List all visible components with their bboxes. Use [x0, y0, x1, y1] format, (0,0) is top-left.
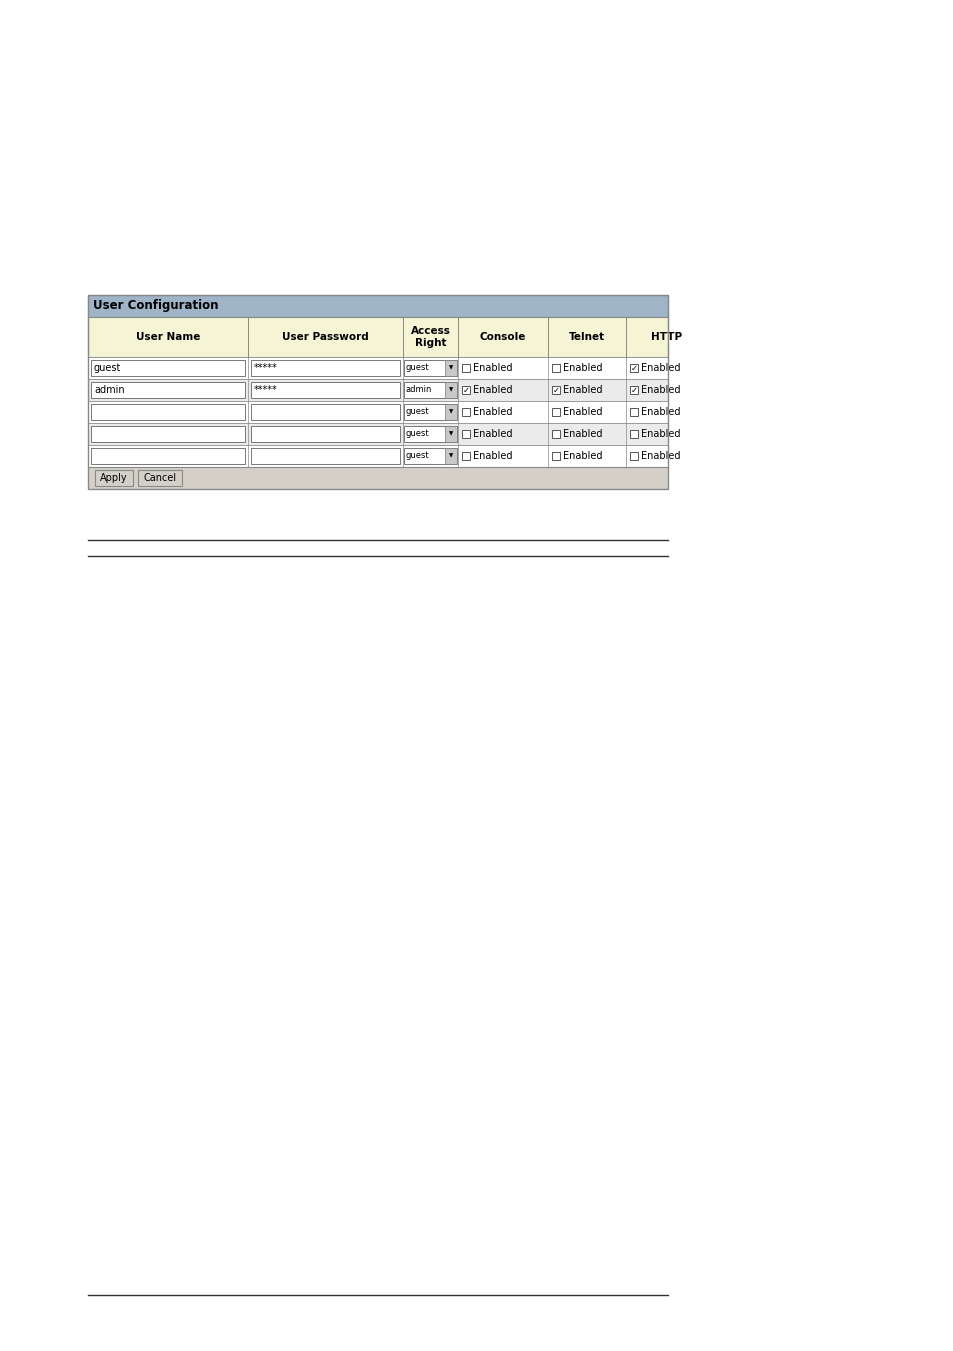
- Text: Enabled: Enabled: [473, 407, 512, 417]
- FancyBboxPatch shape: [552, 430, 559, 438]
- Text: ✓: ✓: [630, 385, 637, 394]
- FancyBboxPatch shape: [251, 382, 399, 397]
- Text: Apply: Apply: [100, 473, 128, 484]
- FancyBboxPatch shape: [444, 361, 456, 376]
- FancyBboxPatch shape: [88, 380, 667, 401]
- Text: Cancel: Cancel: [143, 473, 176, 484]
- FancyBboxPatch shape: [91, 382, 245, 397]
- FancyBboxPatch shape: [251, 361, 399, 376]
- Text: Enabled: Enabled: [473, 385, 512, 394]
- FancyBboxPatch shape: [88, 295, 667, 317]
- Text: ▼: ▼: [449, 366, 453, 370]
- Text: ▼: ▼: [449, 431, 453, 436]
- FancyBboxPatch shape: [629, 408, 638, 416]
- FancyBboxPatch shape: [461, 363, 470, 372]
- Text: User Configuration: User Configuration: [92, 300, 218, 312]
- FancyBboxPatch shape: [552, 363, 559, 372]
- FancyBboxPatch shape: [461, 453, 470, 459]
- FancyBboxPatch shape: [444, 382, 456, 397]
- FancyBboxPatch shape: [629, 453, 638, 459]
- FancyBboxPatch shape: [629, 386, 638, 394]
- FancyBboxPatch shape: [88, 444, 667, 467]
- FancyBboxPatch shape: [444, 427, 456, 442]
- Text: ▼: ▼: [449, 454, 453, 458]
- Text: Enabled: Enabled: [562, 451, 602, 461]
- FancyBboxPatch shape: [444, 449, 456, 463]
- Text: Enabled: Enabled: [640, 451, 679, 461]
- Text: Enabled: Enabled: [562, 385, 602, 394]
- Text: HTTP: HTTP: [651, 332, 681, 342]
- Text: Enabled: Enabled: [473, 430, 512, 439]
- FancyBboxPatch shape: [403, 361, 456, 376]
- Text: admin: admin: [406, 385, 432, 394]
- FancyBboxPatch shape: [461, 430, 470, 438]
- Text: User Password: User Password: [282, 332, 369, 342]
- FancyBboxPatch shape: [95, 470, 132, 486]
- Text: guest: guest: [94, 363, 121, 373]
- FancyBboxPatch shape: [403, 382, 456, 397]
- Text: Enabled: Enabled: [473, 363, 512, 373]
- FancyBboxPatch shape: [88, 467, 667, 489]
- FancyBboxPatch shape: [552, 386, 559, 394]
- FancyBboxPatch shape: [629, 430, 638, 438]
- Text: User Name: User Name: [135, 332, 200, 342]
- Text: Access
Right: Access Right: [410, 326, 450, 347]
- Text: guest: guest: [406, 451, 429, 461]
- Text: ✓: ✓: [552, 385, 558, 394]
- FancyBboxPatch shape: [91, 404, 245, 420]
- FancyBboxPatch shape: [403, 449, 456, 463]
- FancyBboxPatch shape: [88, 317, 667, 357]
- FancyBboxPatch shape: [91, 449, 245, 463]
- FancyBboxPatch shape: [251, 449, 399, 463]
- Text: Enabled: Enabled: [562, 363, 602, 373]
- FancyBboxPatch shape: [461, 408, 470, 416]
- FancyBboxPatch shape: [91, 427, 245, 442]
- FancyBboxPatch shape: [629, 363, 638, 372]
- FancyBboxPatch shape: [88, 423, 667, 444]
- FancyBboxPatch shape: [88, 401, 667, 423]
- Text: Enabled: Enabled: [562, 430, 602, 439]
- Text: guest: guest: [406, 430, 429, 439]
- Text: Console: Console: [479, 332, 526, 342]
- Text: ✓: ✓: [630, 363, 637, 373]
- FancyBboxPatch shape: [88, 357, 667, 380]
- FancyBboxPatch shape: [138, 470, 182, 486]
- FancyBboxPatch shape: [552, 408, 559, 416]
- FancyBboxPatch shape: [251, 404, 399, 420]
- Text: Enabled: Enabled: [640, 363, 679, 373]
- FancyBboxPatch shape: [403, 404, 456, 420]
- FancyBboxPatch shape: [91, 361, 245, 376]
- FancyBboxPatch shape: [461, 386, 470, 394]
- Text: guest: guest: [406, 408, 429, 416]
- FancyBboxPatch shape: [403, 427, 456, 442]
- Text: ▼: ▼: [449, 409, 453, 415]
- Text: Enabled: Enabled: [640, 385, 679, 394]
- FancyBboxPatch shape: [251, 427, 399, 442]
- Text: *****: *****: [253, 385, 277, 394]
- Text: admin: admin: [94, 385, 125, 394]
- Text: Enabled: Enabled: [640, 407, 679, 417]
- Text: ▼: ▼: [449, 388, 453, 393]
- Text: *****: *****: [253, 363, 277, 373]
- FancyBboxPatch shape: [552, 453, 559, 459]
- Text: Enabled: Enabled: [473, 451, 512, 461]
- Text: ✓: ✓: [462, 385, 469, 394]
- Text: guest: guest: [406, 363, 429, 373]
- Text: Enabled: Enabled: [640, 430, 679, 439]
- FancyBboxPatch shape: [444, 404, 456, 420]
- Text: Enabled: Enabled: [562, 407, 602, 417]
- Text: Telnet: Telnet: [568, 332, 604, 342]
